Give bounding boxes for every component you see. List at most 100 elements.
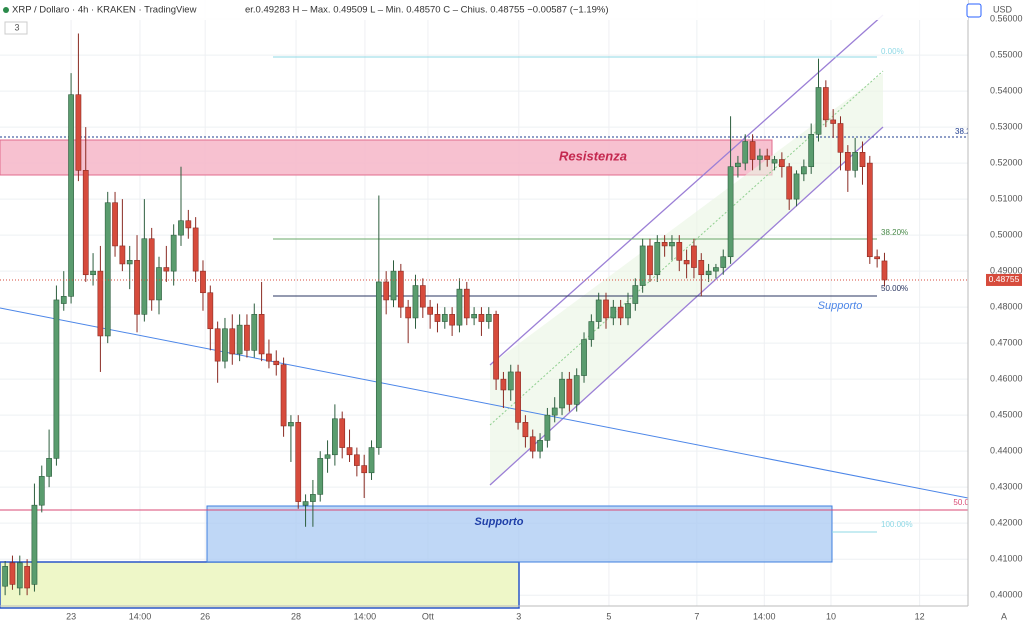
candles [0,33,968,596]
y-tick-label: 0.40000 [990,590,1023,600]
x-tick-label: 14:00 [129,611,152,621]
candle-body [617,306,624,319]
candle-body [192,227,199,272]
candle-body [588,321,595,340]
x-tick-label: 14:00 [354,611,377,621]
symbol: XRP / Dollaro · 4h · KRAKEN · TradingVie… [12,5,197,16]
candle-body [251,314,258,351]
annotation: Resistenza [559,148,627,163]
candle-body [368,447,375,474]
candle-body [603,299,609,319]
y-tick-label: 0.44000 [990,446,1023,456]
candle-body [141,238,148,315]
currency: USD [993,4,1013,14]
candle-body [302,501,309,506]
candle-body [485,314,492,322]
x-tick-label: Ott [422,611,435,621]
y-tick-label: 0.54000 [990,85,1023,95]
y-tick-label: 0.51000 [990,193,1023,203]
candle-body [507,371,514,391]
candle-body [881,260,888,281]
candle-body [24,566,30,589]
candle-body [236,324,243,355]
candle-body [551,407,558,416]
x-tick-label: 7 [694,611,699,621]
candle-body [573,375,580,405]
ohlc: er.0.49283 H – Max. 0.49509 L – Min. 0.4… [245,5,609,16]
candle-body [53,299,60,459]
candle-body [844,152,851,171]
candle-body [361,465,368,474]
candle-body [397,270,404,308]
candle-body [559,378,565,409]
candle-body [185,220,192,229]
candle-body [647,245,653,276]
candle-body [9,562,16,585]
candle-body [830,119,837,124]
candle-body [537,440,543,452]
candle-body [749,141,756,160]
y-tick-label: 0.47000 [990,338,1023,348]
fib-label: 100.00% [881,520,913,529]
fib-label: 38.20% [881,228,908,237]
candle-body [793,173,800,200]
candle-body [346,447,353,456]
y-tick-label: 0.41000 [990,554,1023,564]
candle-body [544,414,551,441]
indicator-toggle[interactable] [4,21,28,35]
candle-body [148,238,155,301]
candle-body [654,242,661,276]
fib-label: 50.00% [881,284,908,293]
candle-body [244,324,250,351]
candle-body [112,202,118,247]
candle-body [119,245,126,265]
fib-label: 0.00% [881,47,904,56]
candle-body [639,245,646,286]
candle-body [134,260,140,315]
y-tick-label: 0.53000 [990,121,1023,131]
candle-body [522,422,529,438]
demand-zone [0,561,520,609]
candle-body [610,306,617,319]
candle-body [38,476,45,506]
candle-body [698,260,705,276]
candle-body [764,155,771,160]
candle-body [683,260,690,265]
candle-body [815,87,822,135]
scale-mode[interactable]: A [1001,611,1007,621]
candle-body [68,94,74,297]
settings-button[interactable] [966,3,982,18]
channel-upper [489,14,884,366]
level-label: 50.0 [953,498,969,507]
resistance-zone [0,139,773,176]
candle-body [90,270,96,276]
candle-body [859,152,866,168]
y-tick-label: 0.49000 [990,266,1023,276]
x-tick-label: 5 [606,611,611,621]
candle-body [170,234,177,272]
y-tick-label: 0.42000 [990,518,1023,528]
candle-body [288,422,294,427]
y-tick-label: 0.52000 [990,157,1023,167]
candle-body [786,166,793,200]
y-tick-label: 0.56000 [990,13,1023,23]
candle-body [390,270,397,301]
candle-body [757,155,763,160]
candle-body [126,260,133,265]
y-tick-label: 0.46000 [990,374,1023,384]
candle-body [434,314,441,322]
candle-body [720,256,727,268]
annotation: Supporto [475,516,524,528]
candle-body [822,87,829,121]
candle-body [713,267,719,272]
candle-body [60,296,67,304]
support-zone [206,505,833,563]
candle-body [273,360,280,366]
candle-body [456,288,463,326]
candle-body [97,270,104,337]
candle-body [310,494,316,502]
candle-body [595,299,602,322]
candle-body [2,566,8,587]
candle-body [727,166,734,258]
